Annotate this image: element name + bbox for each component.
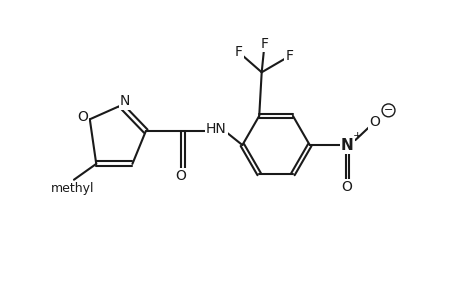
Text: O: O [369,115,379,129]
Text: F: F [260,37,268,50]
Text: O: O [77,110,88,124]
Text: F: F [235,45,242,59]
Text: N: N [119,94,130,109]
Text: F: F [285,50,293,63]
Text: O: O [174,169,185,183]
Text: −: − [383,105,392,116]
Text: +: + [352,131,361,141]
Text: N: N [340,137,353,152]
Text: O: O [340,180,351,194]
Text: methyl: methyl [50,182,94,195]
Text: HN: HN [205,122,226,136]
